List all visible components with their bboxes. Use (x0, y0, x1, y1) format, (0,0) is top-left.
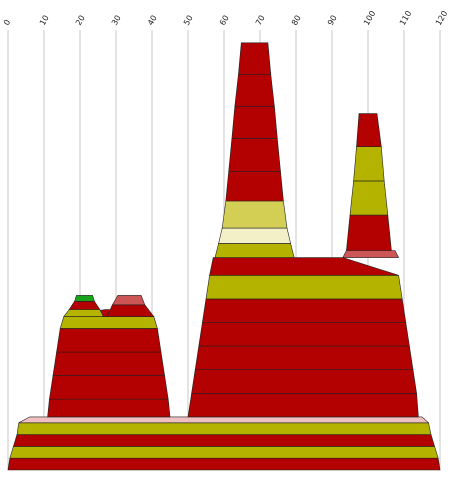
x-tick-label-70: 70 (254, 14, 267, 27)
x-tick-label-110: 110 (398, 9, 413, 27)
area-layer-8 (56, 328, 162, 353)
area-layer-35 (356, 113, 382, 147)
area-layer-28 (228, 138, 281, 172)
area-layer-3 (16, 422, 432, 435)
area-layer-12 (68, 300, 101, 310)
area-layer-19 (198, 322, 410, 347)
area-layer-18 (194, 345, 414, 371)
area-layer-21 (205, 274, 403, 300)
area-layer-17 (191, 369, 417, 394)
x-tick-label-100: 100 (362, 9, 377, 27)
area-layer-27 (225, 171, 284, 202)
area-layer-22 (209, 257, 399, 276)
area-layer-24 (214, 243, 295, 258)
area-layer-7 (52, 351, 165, 376)
x-tick-label-120: 120 (434, 9, 449, 27)
x-tick-label-40: 40 (146, 14, 159, 27)
x-tick-label-60: 60 (218, 14, 231, 27)
area-layer-5 (47, 398, 171, 418)
area-layer-23 (342, 250, 400, 258)
area-layer-13 (74, 295, 95, 302)
area-layer-2 (12, 434, 436, 447)
area-layer-4 (18, 416, 430, 424)
x-tick-label-80: 80 (290, 14, 303, 27)
area-layer-14 (106, 304, 155, 317)
x-tick-label-50: 50 (182, 14, 195, 27)
area-layer-32 (346, 214, 392, 251)
area-layer-34 (353, 146, 385, 182)
area-layer-30 (234, 74, 275, 107)
area-layer-1 (9, 446, 439, 459)
x-tick-label-0: 0 (2, 18, 12, 27)
area-layer-33 (349, 180, 389, 216)
area-layer-15 (111, 295, 146, 306)
area-layer-6 (49, 375, 169, 400)
area-layer-11 (63, 309, 104, 317)
x-tick-label-10: 10 (38, 14, 51, 27)
area-layer-25 (218, 227, 291, 244)
area-layer-9 (59, 316, 158, 329)
area-layer-0 (7, 457, 441, 471)
x-tick-label-90: 90 (326, 14, 339, 27)
area-layer-31 (238, 42, 272, 75)
x-tick-label-20: 20 (74, 14, 87, 27)
area-layer-20 (202, 298, 407, 323)
area-layer-26 (221, 200, 288, 229)
x-tick-label-30: 30 (110, 14, 123, 27)
area-layer-16 (187, 392, 419, 418)
area-layer-29 (231, 106, 278, 139)
